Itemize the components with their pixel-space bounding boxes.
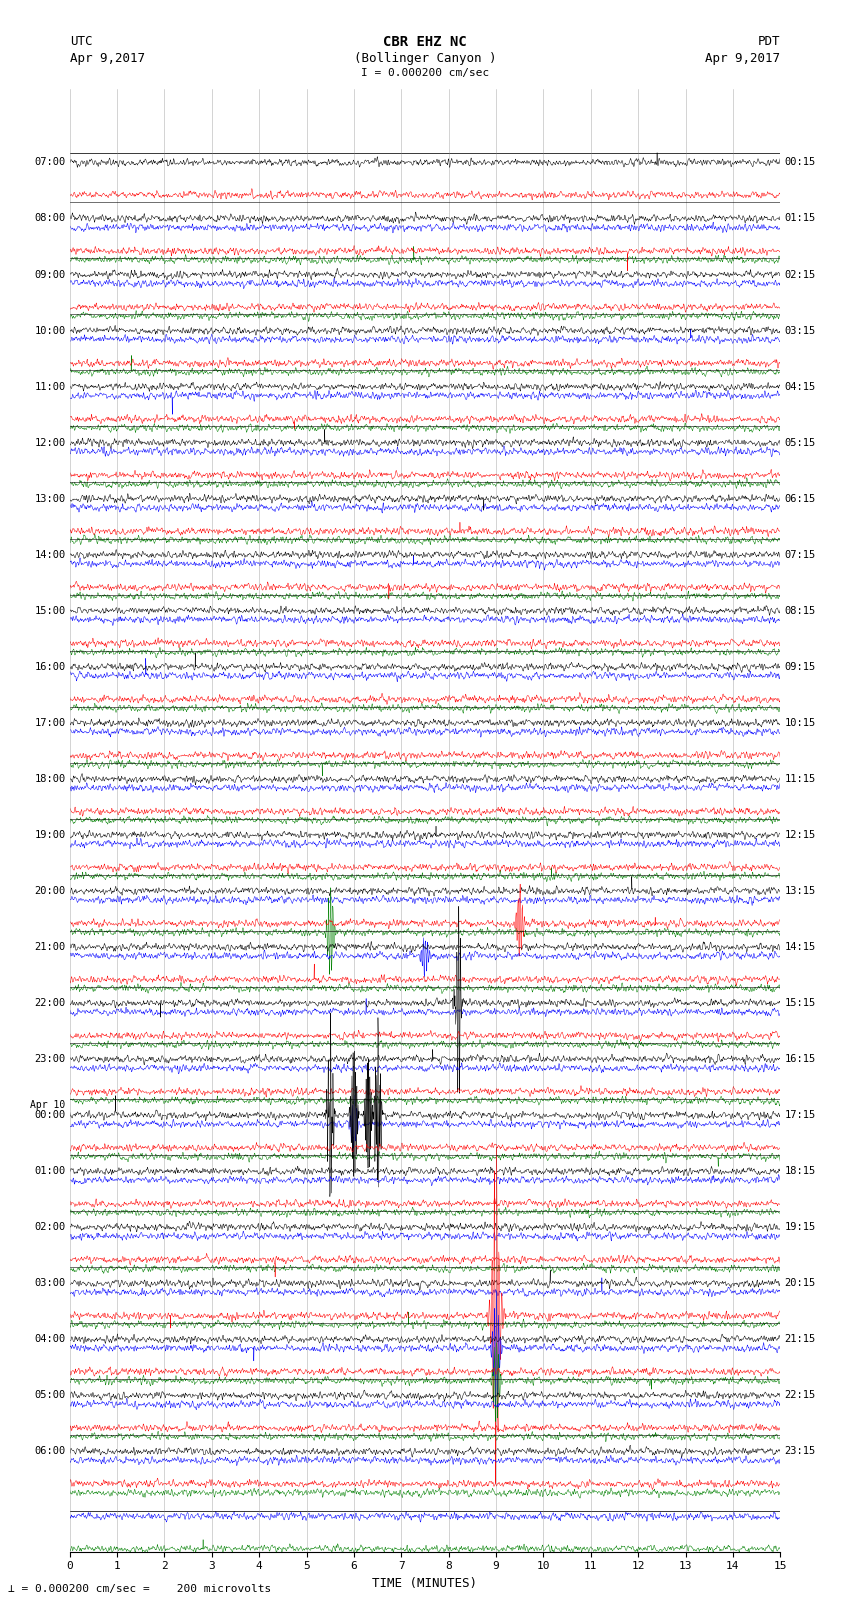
Text: 11:00: 11:00	[34, 382, 65, 392]
Text: 06:00: 06:00	[34, 1447, 65, 1457]
Text: 07:15: 07:15	[785, 550, 816, 560]
Text: 16:15: 16:15	[785, 1055, 816, 1065]
Text: 04:00: 04:00	[34, 1334, 65, 1344]
Text: 20:15: 20:15	[785, 1277, 816, 1289]
Text: 11:15: 11:15	[785, 774, 816, 784]
Text: 05:00: 05:00	[34, 1390, 65, 1400]
Text: PDT: PDT	[758, 35, 780, 48]
Text: 19:00: 19:00	[34, 831, 65, 840]
Text: 05:15: 05:15	[785, 437, 816, 448]
Text: 09:15: 09:15	[785, 661, 816, 673]
Text: 15:15: 15:15	[785, 998, 816, 1008]
Text: 17:00: 17:00	[34, 718, 65, 727]
Text: CBR EHZ NC: CBR EHZ NC	[383, 35, 467, 50]
Text: 12:00: 12:00	[34, 437, 65, 448]
Text: UTC: UTC	[70, 35, 92, 48]
Text: I = 0.000200 cm/sec: I = 0.000200 cm/sec	[361, 68, 489, 77]
Text: 20:00: 20:00	[34, 886, 65, 895]
Text: 21:15: 21:15	[785, 1334, 816, 1344]
Text: 15:00: 15:00	[34, 606, 65, 616]
Text: 07:00: 07:00	[34, 158, 65, 168]
Text: 01:15: 01:15	[785, 213, 816, 224]
Text: 02:00: 02:00	[34, 1223, 65, 1232]
Text: 03:00: 03:00	[34, 1277, 65, 1289]
Text: 01:00: 01:00	[34, 1166, 65, 1176]
Text: 08:15: 08:15	[785, 606, 816, 616]
Text: 18:00: 18:00	[34, 774, 65, 784]
Text: 12:15: 12:15	[785, 831, 816, 840]
Text: 23:00: 23:00	[34, 1055, 65, 1065]
Text: 00:00: 00:00	[34, 1110, 65, 1119]
Text: 13:15: 13:15	[785, 886, 816, 895]
Text: 02:15: 02:15	[785, 269, 816, 279]
Text: 19:15: 19:15	[785, 1223, 816, 1232]
Text: 08:00: 08:00	[34, 213, 65, 224]
Text: 18:15: 18:15	[785, 1166, 816, 1176]
Text: 21:00: 21:00	[34, 942, 65, 952]
Text: ⊥ = 0.000200 cm/sec =    200 microvolts: ⊥ = 0.000200 cm/sec = 200 microvolts	[8, 1584, 272, 1594]
Text: 14:15: 14:15	[785, 942, 816, 952]
X-axis label: TIME (MINUTES): TIME (MINUTES)	[372, 1578, 478, 1590]
Text: 22:00: 22:00	[34, 998, 65, 1008]
Text: 00:15: 00:15	[785, 158, 816, 168]
Text: (Bollinger Canyon ): (Bollinger Canyon )	[354, 52, 496, 65]
Text: 10:15: 10:15	[785, 718, 816, 727]
Text: 06:15: 06:15	[785, 494, 816, 503]
Text: Apr 9,2017: Apr 9,2017	[70, 52, 144, 65]
Text: 03:15: 03:15	[785, 326, 816, 336]
Text: 17:15: 17:15	[785, 1110, 816, 1119]
Text: 22:15: 22:15	[785, 1390, 816, 1400]
Text: 23:15: 23:15	[785, 1447, 816, 1457]
Text: 14:00: 14:00	[34, 550, 65, 560]
Text: 09:00: 09:00	[34, 269, 65, 279]
Text: 04:15: 04:15	[785, 382, 816, 392]
Text: 13:00: 13:00	[34, 494, 65, 503]
Text: Apr 9,2017: Apr 9,2017	[706, 52, 780, 65]
Text: 16:00: 16:00	[34, 661, 65, 673]
Text: 10:00: 10:00	[34, 326, 65, 336]
Text: Apr 10: Apr 10	[31, 1100, 65, 1110]
